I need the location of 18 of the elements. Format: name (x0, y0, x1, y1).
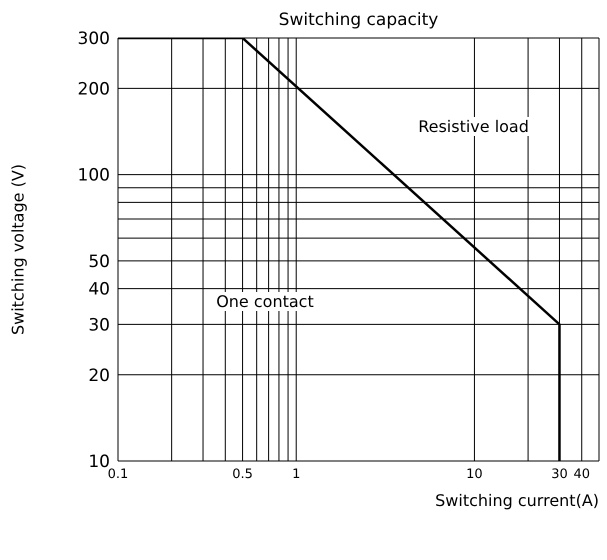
x-tick-label: 0.1 (108, 467, 128, 482)
x-tick-label: 1 (292, 467, 300, 482)
annotation: Resistive load (416, 116, 531, 136)
y-tick-label: 200 (78, 79, 110, 100)
y-tick-label: 300 (78, 29, 110, 50)
x-axis-title: Switching current(A) (435, 491, 599, 510)
x-tick-label: 10 (466, 467, 483, 482)
y-tick-label: 100 (78, 166, 110, 186)
annotation: One contact (214, 292, 316, 312)
y-tick-label: 30 (88, 315, 110, 336)
y-tick-label: 40 (88, 280, 110, 300)
x-tick-label: 40 (573, 467, 590, 482)
y-tick-label: 50 (88, 252, 110, 272)
y-tick-label: 20 (88, 366, 110, 386)
x-tick-label: 30 (551, 467, 568, 482)
x-tick-label: 0.5 (232, 467, 253, 482)
y-axis-title: Switching voltage (V) (8, 164, 28, 336)
chart-title: Switching capacity (278, 10, 440, 30)
